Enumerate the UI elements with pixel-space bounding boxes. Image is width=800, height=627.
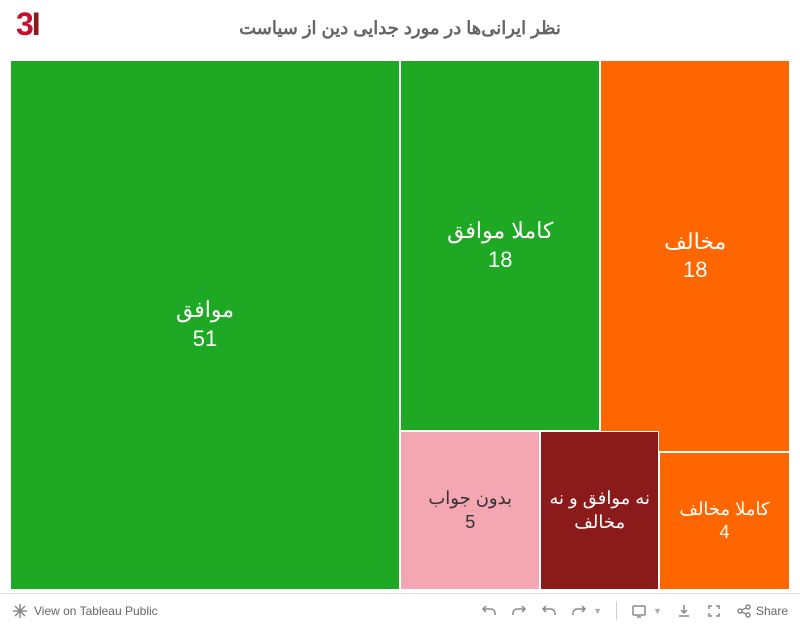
share-button[interactable]: Share <box>736 603 788 619</box>
cell-value: 18 <box>683 256 707 285</box>
toolbar-left: View on Tableau Public <box>12 603 158 619</box>
treemap-cell-agree[interactable]: موافق51 <box>10 60 400 590</box>
redo-icon[interactable] <box>511 603 527 619</box>
cell-value: 5 <box>465 511 475 534</box>
cell-value: 4 <box>719 521 729 544</box>
treemap-cell-neutral[interactable]: نه موافق و نه مخالف <box>540 431 659 590</box>
tableau-logo-icon <box>12 603 28 619</box>
cell-label: موافق <box>176 296 234 325</box>
logo: 3I <box>16 6 39 43</box>
share-label: Share <box>756 604 788 618</box>
chevron-down-icon[interactable]: ▼ <box>593 606 602 616</box>
cell-value: 18 <box>488 246 512 275</box>
treemap-cell-disagree[interactable]: مخالف18 <box>600 60 790 452</box>
toolbar-separator <box>616 602 617 620</box>
cell-label: بدون جواب <box>428 487 512 510</box>
revert-icon[interactable] <box>541 603 557 619</box>
treemap-cell-strongly_agree[interactable]: کاملا موافق18 <box>400 60 600 431</box>
cell-label: مخالف <box>664 228 726 257</box>
toolbar-right: ▼ ▼ Share <box>481 602 788 620</box>
share-icon <box>736 603 752 619</box>
chevron-down-icon[interactable]: ▼ <box>653 606 662 616</box>
cell-label: نه موافق و نه مخالف <box>541 487 658 534</box>
cell-label: کاملا موافق <box>447 217 553 246</box>
fullscreen-icon[interactable] <box>706 603 722 619</box>
treemap-cell-no_answer[interactable]: بدون جواب5 <box>400 431 540 590</box>
treemap-cell-strongly_disagree[interactable]: کاملا مخالف4 <box>659 452 790 590</box>
cell-label: کاملا مخالف <box>679 498 769 521</box>
download-icon[interactable] <box>676 603 692 619</box>
toolbar: View on Tableau Public ▼ ▼ S <box>0 593 800 627</box>
device-preview-icon[interactable] <box>631 603 647 619</box>
treemap-chart: موافق51کاملا موافق18مخالف18بدون جواب5نه … <box>10 60 790 590</box>
header: 3I نظر ایرانی‌ها در مورد جدایی دین از سی… <box>0 0 800 60</box>
logo-part-2: I <box>32 6 39 42</box>
undo-icon[interactable] <box>481 603 497 619</box>
refresh-icon[interactable] <box>571 603 587 619</box>
view-on-tableau-link[interactable]: View on Tableau Public <box>34 604 158 618</box>
chart-title: نظر ایرانی‌ها در مورد جدایی دین از سیاست <box>16 10 784 39</box>
logo-part-1: 3 <box>16 6 32 42</box>
cell-value: 51 <box>193 325 217 354</box>
